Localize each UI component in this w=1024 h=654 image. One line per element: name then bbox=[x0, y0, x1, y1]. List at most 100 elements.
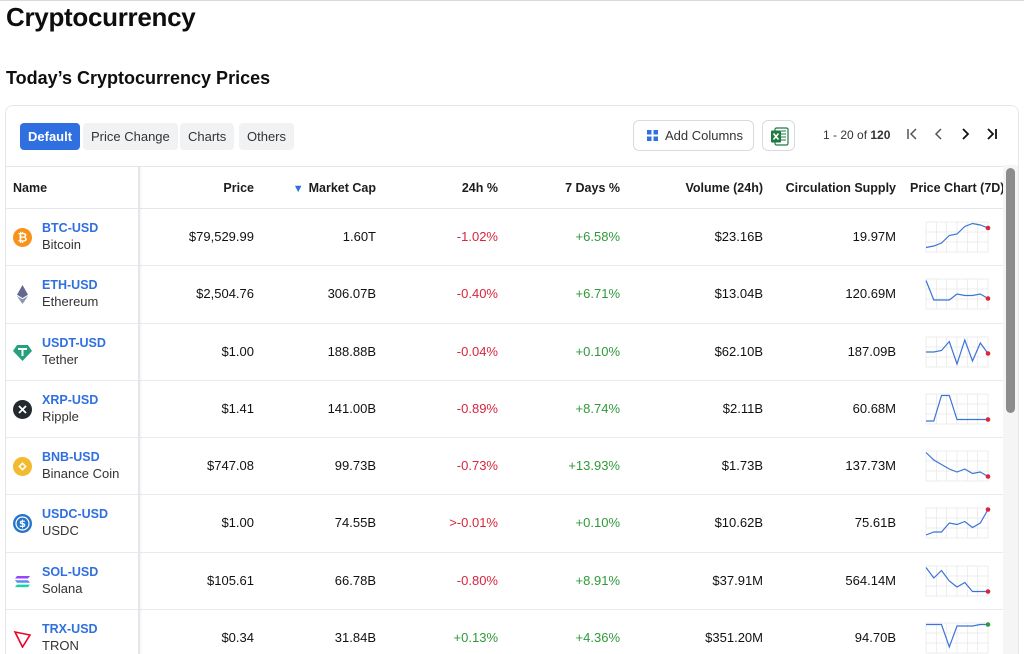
table-row[interactable]: SOL-USD Solana $105.61 66.78B -0.80% +8.91% $3… bbox=[6, 553, 1009, 611]
pagination-total: 120 bbox=[870, 128, 891, 142]
table-row[interactable]: BNB-USD Binance Coin $747.08 99.73B -0.73% +1… bbox=[6, 438, 1009, 496]
change-24h-cell: +0.13% bbox=[453, 630, 498, 646]
coin-name: Solana bbox=[42, 580, 83, 596]
coin-symbol-link[interactable]: XRP-USD bbox=[42, 392, 99, 407]
change-24h-cell: -0.89% bbox=[456, 400, 498, 416]
sparkline-end-dot bbox=[985, 225, 991, 231]
price-cell: $1.00 bbox=[221, 515, 254, 531]
change-24h-cell: -1.02% bbox=[456, 229, 498, 244]
price-sparkline bbox=[925, 336, 991, 367]
header-market-cap[interactable]: ▼ Market Cap bbox=[293, 181, 376, 195]
header-24h[interactable]: 24h % bbox=[461, 181, 498, 195]
coin-name: Bitcoin bbox=[42, 237, 82, 252]
price-sparkline bbox=[925, 450, 991, 482]
table-row[interactable]: ETH-USD Ethereum $2,504.76 306.07B -0.40% +6.… bbox=[6, 266, 1009, 324]
price-cell: $0.34 bbox=[221, 630, 254, 646]
tab-charts[interactable]: Charts bbox=[180, 123, 235, 150]
header-7d[interactable]: 7 Days % bbox=[565, 181, 620, 195]
table-row[interactable]: TRX-USD TRON $0.34 31.84B +0.13% +4.36% $351.2… bbox=[6, 610, 1009, 654]
coin-symbol-link[interactable]: USDC-USD bbox=[42, 507, 108, 522]
change-24h-cell: -0.40% bbox=[456, 286, 498, 302]
tether-icon bbox=[13, 344, 32, 361]
change-7d-cell: +8.91% bbox=[575, 572, 620, 588]
table-row[interactable]: XRP-USD Ripple $1.41 141.00B -0.89% +8.74% $2.… bbox=[6, 381, 1009, 439]
coin-symbol-link[interactable]: ETH-USD bbox=[42, 278, 98, 293]
price-cell: $105.61 bbox=[207, 572, 254, 588]
supply-cell: 564.14M bbox=[845, 572, 896, 588]
sparkline-line bbox=[925, 280, 989, 301]
coin-symbol-link[interactable]: BNB-USD bbox=[42, 450, 100, 465]
volume-cell: $1.73B bbox=[721, 458, 763, 474]
change-7d-cell: +6.58% bbox=[575, 229, 620, 244]
grid-plus-icon bbox=[647, 130, 658, 141]
sparkline-line bbox=[925, 566, 988, 592]
market-cap-cell: 66.78B bbox=[334, 572, 376, 588]
sparkline-end-dot bbox=[985, 296, 991, 302]
svg-text:$: $ bbox=[19, 519, 26, 530]
header-name[interactable]: Name bbox=[13, 181, 48, 195]
price-cell: $79,529.99 bbox=[188, 229, 254, 244]
previous-page-icon[interactable] bbox=[931, 124, 947, 144]
volume-cell: $2.11B bbox=[722, 400, 763, 416]
pagination-range: 1 - 20 of bbox=[823, 128, 871, 142]
export-excel-button[interactable] bbox=[762, 120, 795, 151]
sparkline-end-dot bbox=[985, 622, 991, 627]
add-columns-button[interactable]: Add Columns bbox=[633, 120, 754, 151]
change-7d-cell: +8.74% bbox=[575, 400, 620, 416]
tron-icon bbox=[13, 630, 32, 649]
coin-symbol-link[interactable]: USDT-USD bbox=[42, 335, 106, 350]
excel-icon bbox=[771, 127, 789, 146]
change-7d-cell: +13.93% bbox=[568, 458, 620, 474]
coin-name: Ethereum bbox=[42, 294, 99, 310]
coin-symbol-link[interactable]: SOL-USD bbox=[42, 564, 99, 579]
price-sparkline bbox=[925, 507, 991, 539]
change-7d-cell: +4.36% bbox=[575, 630, 620, 646]
table-body: ₿ BTC-USD Bitcoin $79,529.99 1.60T -1.02% +6.5… bbox=[6, 209, 1009, 654]
pagination-info: 1 - 20 of 120 bbox=[823, 128, 890, 142]
coin-symbol-link[interactable]: BTC-USD bbox=[42, 221, 99, 235]
sparkline-end-dot bbox=[985, 474, 991, 479]
change-7d-cell: +0.10% bbox=[575, 343, 620, 359]
svg-text:₿: ₿ bbox=[18, 231, 28, 245]
coin-symbol-link[interactable]: TRX-USD bbox=[42, 622, 98, 637]
tab-price-change[interactable]: Price Change bbox=[83, 123, 178, 150]
price-cell: $1.41 bbox=[221, 400, 254, 416]
table-row[interactable]: USDT-USD Tether $1.00 188.88B -0.04% +0.10% $6… bbox=[6, 324, 1009, 381]
scrollbar-thumb[interactable] bbox=[1006, 168, 1015, 413]
price-sparkline bbox=[925, 278, 991, 310]
supply-cell: 19.97M bbox=[852, 229, 896, 244]
sparkline-end-dot bbox=[985, 588, 991, 594]
last-page-icon[interactable] bbox=[984, 124, 1000, 144]
market-cap-cell: 31.84B bbox=[334, 630, 376, 646]
sparkline-end-dot bbox=[985, 417, 991, 422]
add-columns-label: Add Columns bbox=[665, 128, 744, 143]
next-page-icon[interactable] bbox=[957, 124, 973, 144]
sparkline-end-dot bbox=[985, 507, 991, 513]
first-page-icon[interactable] bbox=[904, 124, 920, 144]
toolbar: Default Price Change Charts Others Add C… bbox=[6, 106, 1018, 166]
supply-cell: 60.68M bbox=[852, 400, 896, 416]
supply-cell: 94.70B bbox=[854, 630, 896, 646]
tab-default[interactable]: Default bbox=[20, 123, 81, 150]
change-24h-cell: -0.73% bbox=[456, 458, 498, 474]
change-7d-cell: +6.71% bbox=[575, 286, 620, 302]
table-row[interactable]: $ USDC-USD USDC $1.00 74.55B >-0.01% +0.10% $10… bbox=[6, 495, 1009, 553]
price-cell: $1.00 bbox=[221, 343, 254, 359]
supply-cell: 137.73M bbox=[845, 458, 896, 474]
section-title: Today’s Cryptocurrency Prices bbox=[6, 68, 271, 88]
sparkline-line bbox=[925, 222, 989, 249]
header-price[interactable]: Price bbox=[223, 181, 254, 195]
coin-name: USDC bbox=[42, 523, 79, 539]
tab-others[interactable]: Others bbox=[239, 123, 295, 150]
coin-name: TRON bbox=[42, 638, 79, 654]
sparkline-end-dot bbox=[985, 350, 991, 356]
volume-cell: $351.20M bbox=[705, 630, 763, 646]
sparkline-line bbox=[926, 623, 988, 649]
header-volume[interactable]: Volume (24h) bbox=[685, 181, 763, 195]
header-supply[interactable]: Circulation Supply bbox=[785, 181, 896, 195]
xrp-icon bbox=[13, 399, 32, 419]
sort-desc-icon: ▼ bbox=[292, 183, 304, 195]
table-row[interactable]: ₿ BTC-USD Bitcoin $79,529.99 1.60T -1.02% +6.5… bbox=[6, 209, 1009, 267]
prices-card: Default Price Change Charts Others Add C… bbox=[5, 105, 1019, 654]
market-cap-cell: 188.88B bbox=[327, 343, 376, 359]
